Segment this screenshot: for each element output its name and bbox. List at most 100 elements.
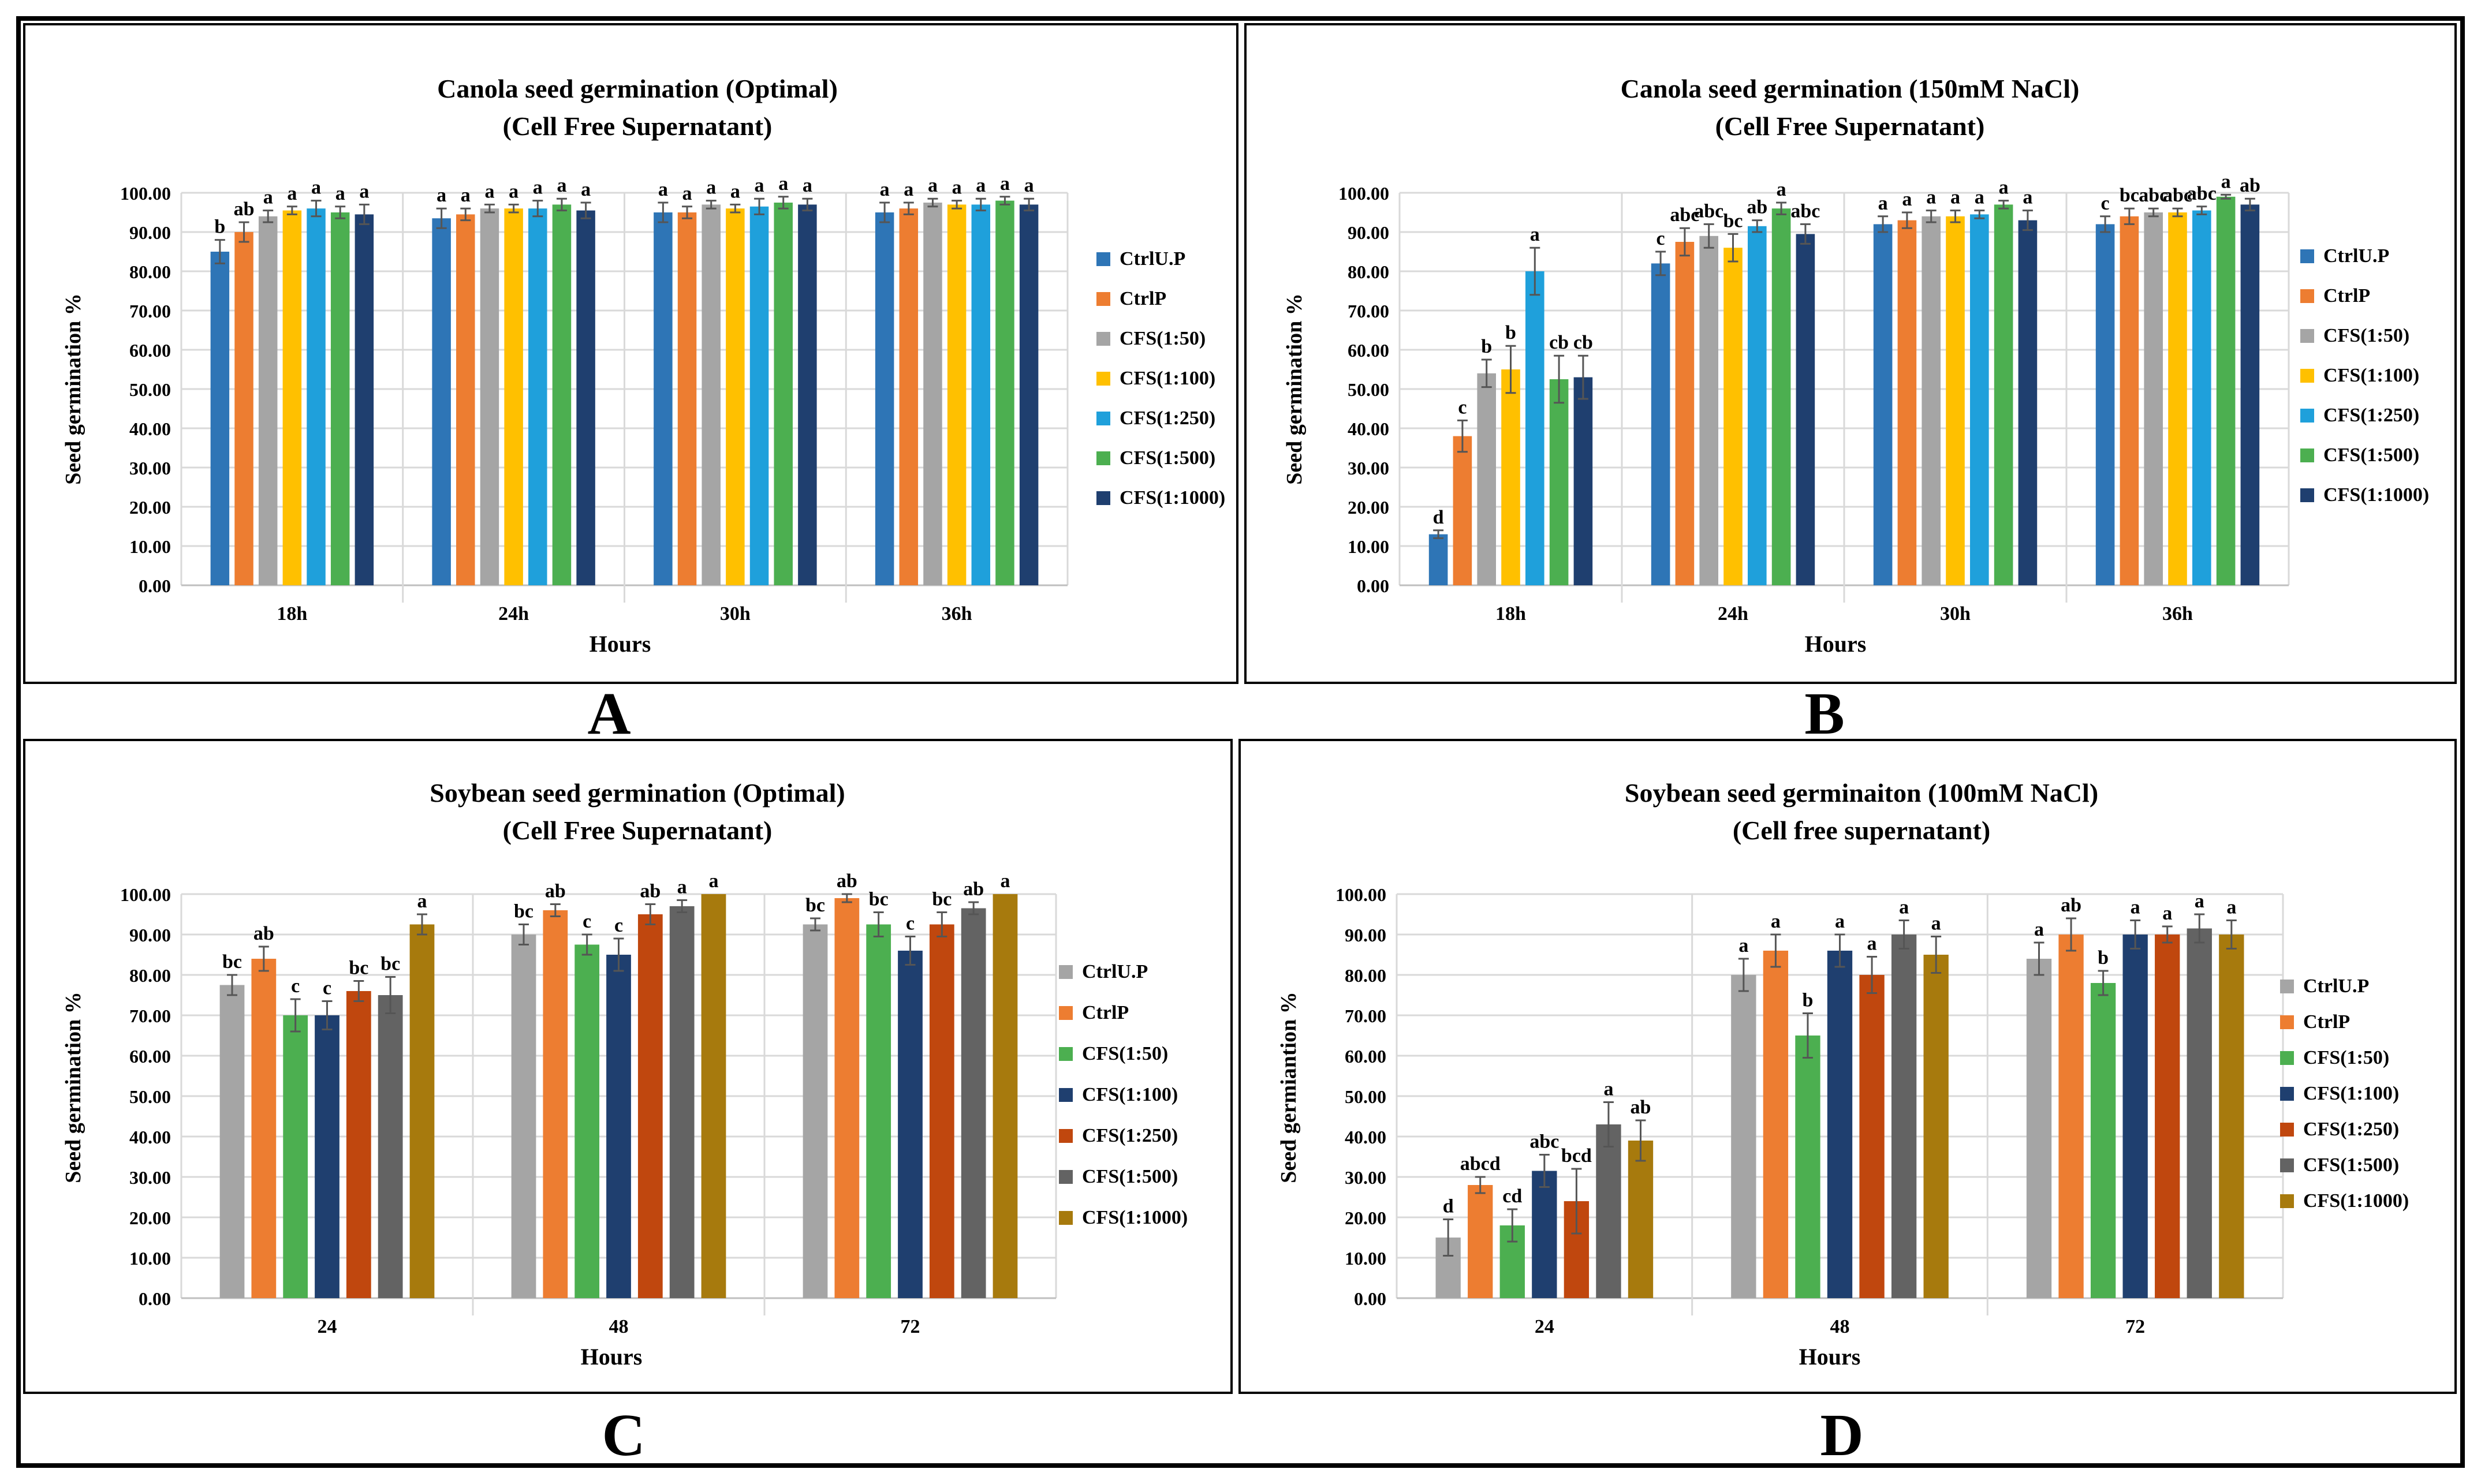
chart-svg: Canola seed germination (150mM NaCl) (Cel… <box>1282 74 2429 657</box>
bar <box>2095 224 2115 585</box>
bar <box>234 232 253 585</box>
bar <box>219 985 245 1298</box>
significance-label: a <box>287 183 297 204</box>
significance-label: ab <box>2061 895 2081 916</box>
x-axis-label: Hours <box>1799 1344 1861 1370</box>
legend-swatch <box>2300 329 2314 343</box>
bar <box>1795 1036 1820 1298</box>
bar <box>1994 204 2013 585</box>
y-tick-label: 60.00 <box>129 340 171 361</box>
y-tick-label: 20.00 <box>129 497 171 518</box>
chart-panel-canola-optimal: Canola seed germination (Optimal) (Cell F… <box>23 23 1238 684</box>
bar <box>330 212 350 585</box>
y-tick-label: 30.00 <box>1348 458 1389 479</box>
significance-label: a <box>1024 175 1034 196</box>
bar <box>480 208 499 585</box>
legend-swatch <box>2300 448 2314 462</box>
significance-label: a <box>436 185 446 206</box>
legend-swatch <box>2280 1087 2294 1101</box>
bar <box>2219 934 2244 1298</box>
significance-label: a <box>557 175 566 196</box>
significance-label: a <box>755 175 764 196</box>
bar <box>346 991 371 1298</box>
significance-label: a <box>708 870 718 892</box>
legend-label: CFS(1:100) <box>1120 368 1215 389</box>
bar <box>1827 951 1853 1298</box>
significance-label: a <box>533 177 543 199</box>
x-tick-label: 36h <box>942 603 972 625</box>
y-tick-label: 60.00 <box>1345 1046 1386 1067</box>
bar <box>1796 234 1815 585</box>
significance-label: c <box>583 911 591 932</box>
legend-label: CFS(1:50) <box>2323 325 2409 346</box>
significance-label: a <box>1902 189 1912 210</box>
x-tick-label: 48 <box>1830 1316 1850 1337</box>
bar <box>576 210 595 586</box>
x-tick-label: 72 <box>901 1316 920 1337</box>
bar <box>1628 1141 1654 1298</box>
x-tick-label: 30h <box>1940 603 1971 625</box>
significance-label: abc <box>2139 185 2168 206</box>
y-tick-label: 90.00 <box>129 222 171 243</box>
bar <box>702 204 721 585</box>
bar <box>282 210 302 586</box>
y-tick-label: 30.00 <box>129 458 171 479</box>
significance-label: a <box>880 179 890 200</box>
significance-label: bc <box>380 954 400 975</box>
legend-label: CFS(1:500) <box>2303 1154 2399 1176</box>
bar <box>2026 959 2052 1298</box>
y-tick-label: 70.00 <box>1345 1005 1386 1026</box>
chart-subtitle: (Cell Free Supernatant) <box>503 816 773 845</box>
legend-label: CFS(1:500) <box>1120 447 1215 469</box>
legend-swatch <box>1059 1006 1073 1020</box>
significance-label: ab <box>253 923 274 944</box>
chart-panel-canola-nacl: Canola seed germination (150mM NaCl) (Cel… <box>1244 23 2457 684</box>
y-tick-label: 0.00 <box>139 1288 171 1309</box>
y-tick-label: 90.00 <box>1348 222 1389 243</box>
bar <box>1549 379 1569 585</box>
x-axis-label: Hours <box>1805 631 1867 657</box>
significance-label: c <box>614 915 623 936</box>
bar <box>726 208 745 585</box>
legend-label: CFS(1:250) <box>2303 1119 2399 1140</box>
legend-label: CFS(1:50) <box>1120 328 1206 349</box>
chart-svg: Soybean seed germination (Optimal) (Cell … <box>61 778 1188 1370</box>
bar <box>543 910 568 1298</box>
bar <box>2144 212 2163 585</box>
significance-label: c <box>1657 228 1665 249</box>
bar <box>1859 975 1885 1298</box>
legend-label: CFS(1:50) <box>2303 1047 2389 1068</box>
chart-panel-soybean-optimal: Soybean seed germination (Optimal) (Cell … <box>23 739 1233 1394</box>
y-tick-label: 100.00 <box>1338 183 1389 204</box>
x-axis-label: Hours <box>590 631 651 657</box>
significance-label: bcd <box>1561 1145 1592 1167</box>
legend-swatch <box>1096 412 1110 425</box>
y-tick-label: 100.00 <box>1335 884 1386 905</box>
significance-label: a <box>904 179 913 200</box>
legend-swatch <box>2300 488 2314 502</box>
x-tick-label: 18h <box>1495 603 1526 625</box>
bar <box>1525 271 1544 585</box>
significance-label: cb <box>1573 332 1593 353</box>
bar <box>1969 214 1989 585</box>
legend-swatch <box>1059 1170 1073 1184</box>
significance-label: a <box>2221 171 2231 192</box>
bar <box>1923 955 1949 1298</box>
significance-label: a <box>1878 193 1888 214</box>
significance-label: a <box>1530 224 1540 245</box>
bar <box>210 252 230 585</box>
y-tick-label: 80.00 <box>129 261 171 282</box>
bar <box>1747 226 1767 585</box>
y-tick-label: 80.00 <box>1348 261 1389 282</box>
bar <box>834 898 860 1298</box>
significance-label: bc <box>932 889 952 910</box>
y-tick-label: 70.00 <box>1348 301 1389 322</box>
bar <box>798 204 817 585</box>
significance-label: b <box>1481 336 1492 357</box>
significance-label: c <box>323 978 331 999</box>
panel-label-c: C <box>602 1402 646 1468</box>
bar <box>2122 934 2148 1298</box>
bar <box>1891 934 1917 1298</box>
significance-label: a <box>359 181 369 202</box>
significance-label: bc <box>222 951 242 973</box>
